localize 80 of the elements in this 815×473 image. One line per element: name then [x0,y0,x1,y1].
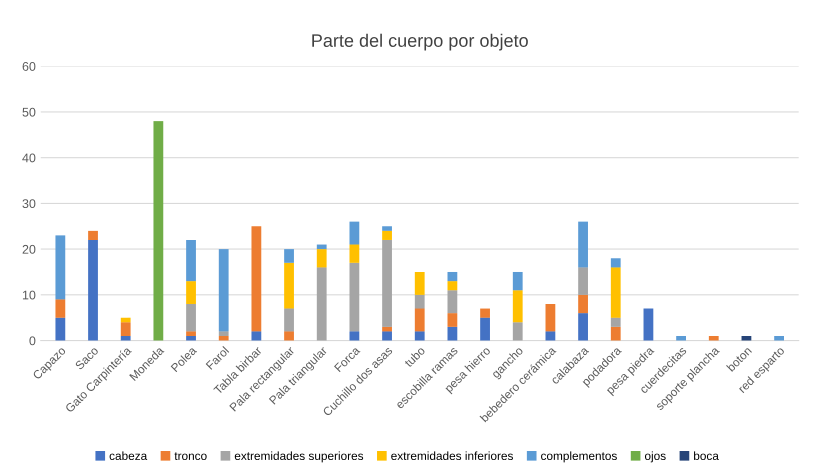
bar [316,249,327,268]
bar [512,272,523,290]
bar [610,326,621,341]
bar [153,121,164,341]
bar [480,308,490,318]
y-tick-label: 0 [29,336,36,346]
bar [382,326,392,332]
bar [284,249,294,263]
bar [578,294,588,314]
bar [447,281,458,290]
bar [512,290,523,322]
legend-label: ojos [644,451,666,462]
bar [218,331,229,336]
legend-label: extremidades inferiores [391,451,513,460]
bar [578,267,588,295]
bar [382,230,392,240]
bar [120,318,131,322]
bar [316,244,327,250]
chart-title: Parte del cuerpo por objeto [312,34,528,51]
y-tick-label: 30 [22,199,36,208]
bar [88,240,98,341]
bar [284,331,294,341]
bar [546,304,556,332]
bar [120,322,131,336]
bar [186,331,196,336]
y-tick-label: 20 [22,244,36,254]
bar [382,226,392,231]
bar [610,267,621,318]
bar [349,244,360,263]
bar [480,318,490,341]
bar [512,322,523,341]
legend-label: cabeza [110,451,148,460]
bar [644,308,654,341]
bar [284,308,294,332]
bar [447,290,458,314]
bar [218,336,229,341]
bar [186,336,196,341]
legend-label: extremidades superiores [234,451,364,462]
bar [414,294,425,309]
y-tick-label: 40 [22,153,36,162]
bar [55,235,66,300]
bar [546,331,556,341]
legend-label: complementos [541,451,617,462]
bar [186,240,196,282]
bar [610,318,621,327]
bar [414,308,425,332]
bar [316,267,327,341]
bar [578,313,588,341]
bar [55,318,66,341]
bar [120,336,131,341]
y-tick-label: 50 [22,108,36,117]
legend-label: tronco [174,452,207,460]
bar [578,222,588,268]
bar [55,299,66,318]
bar [186,281,196,304]
bar [447,313,458,327]
bar [88,230,98,240]
bar [349,222,360,245]
bar [382,331,392,341]
bar [251,226,262,332]
bar [774,336,784,341]
bar [447,326,458,341]
bar [742,336,752,341]
bar [284,262,294,309]
bar [447,272,458,282]
y-tick-label: 60 [22,62,36,71]
bar [218,249,229,332]
bar [349,262,360,332]
y-tick-label: 10 [22,290,36,300]
bar [251,331,262,341]
x-tick-label: tubo [404,346,426,368]
legend-label: boca [694,451,719,460]
bar [186,304,196,332]
bar [349,331,360,341]
bar [610,258,621,268]
bar [414,331,425,341]
bar [414,272,425,295]
bar [676,336,686,341]
bar [708,336,719,341]
bar [382,240,392,327]
